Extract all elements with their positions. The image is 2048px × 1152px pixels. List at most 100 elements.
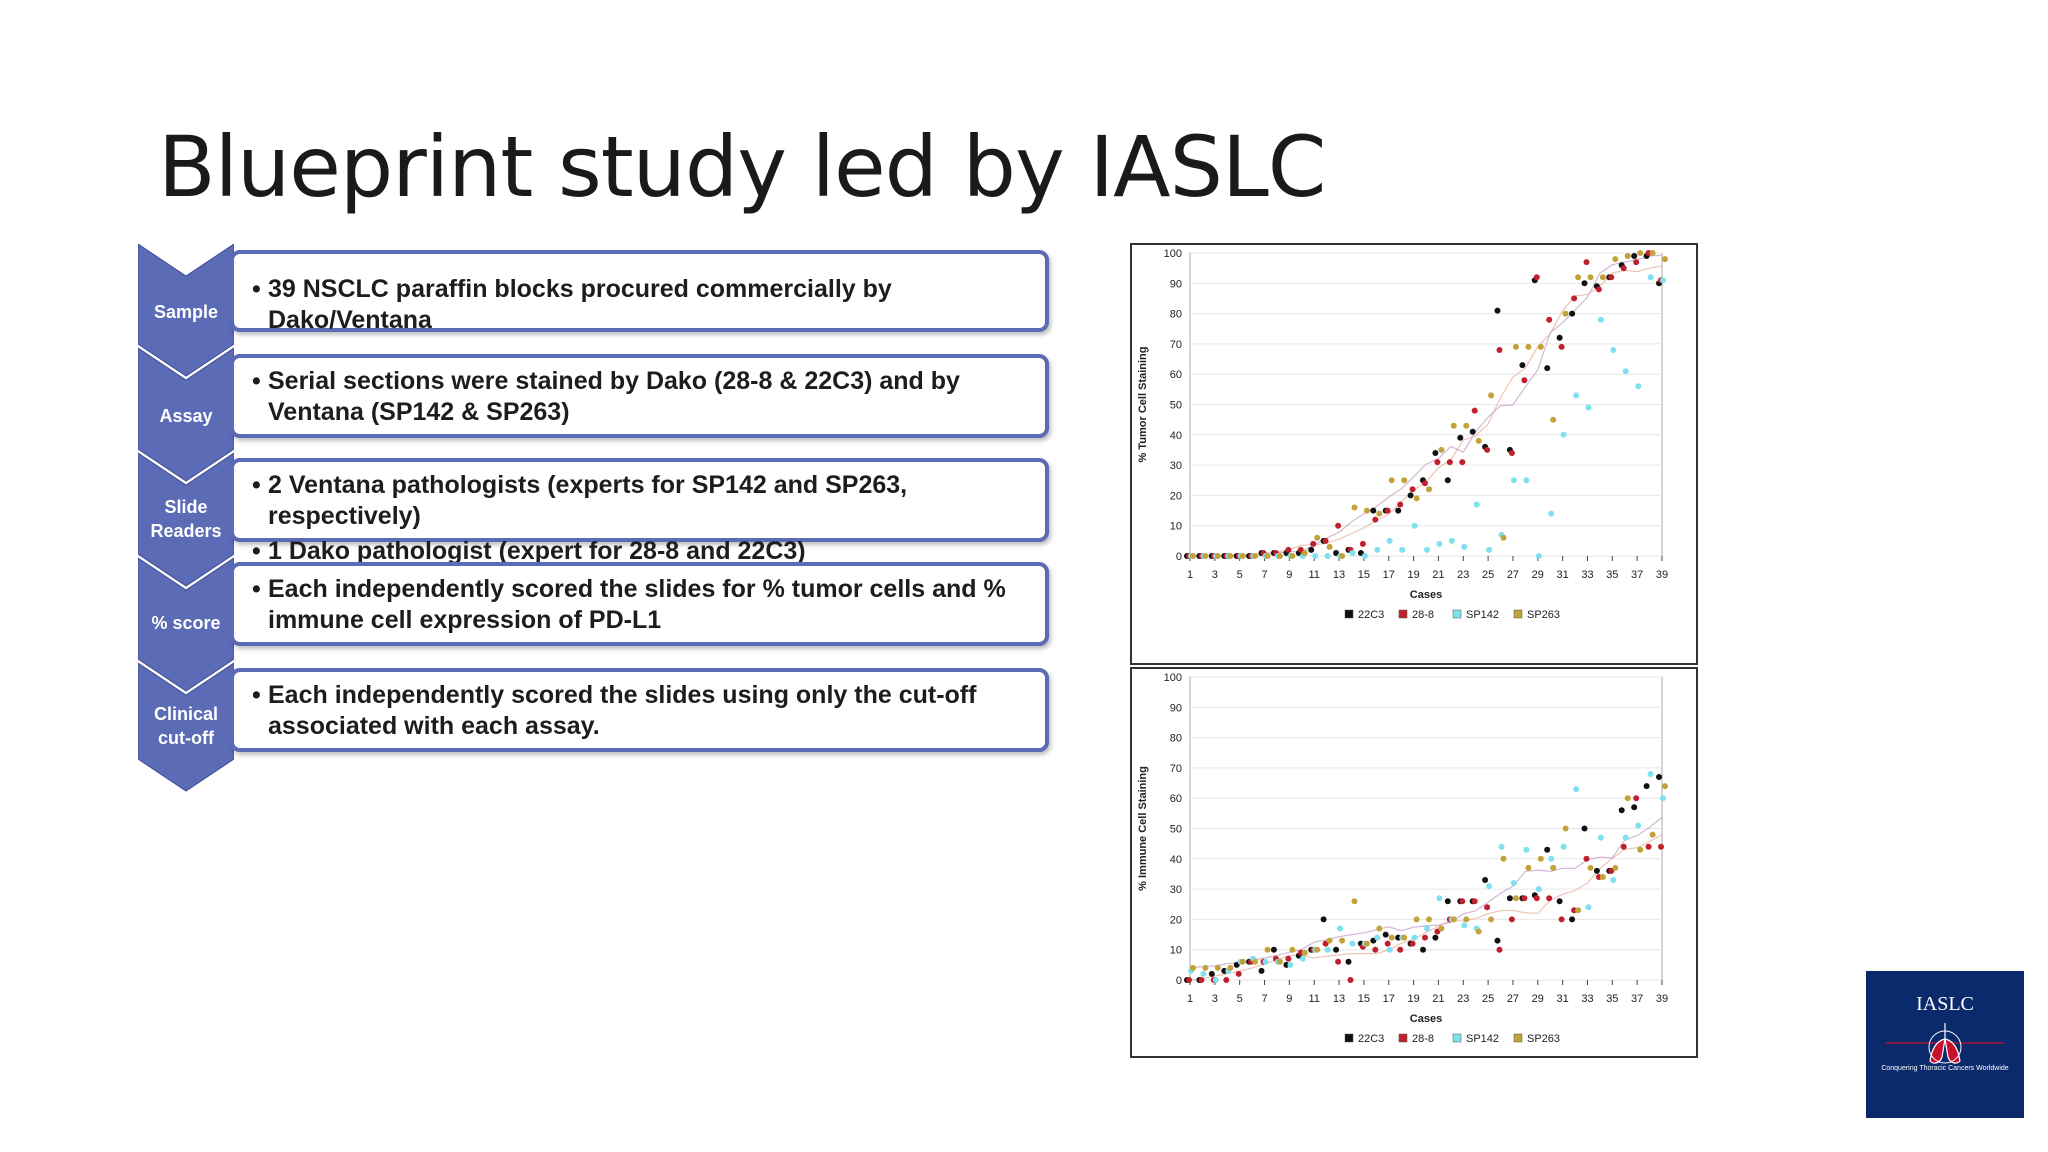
tumor-x-tick-label: 7 <box>1261 569 1267 581</box>
immune-point-28-8 <box>1658 843 1664 850</box>
immune-point-28-8 <box>1484 904 1491 911</box>
tumor-point-28-8 <box>1434 459 1441 466</box>
tumor-x-tick-label: 31 <box>1557 569 1569 581</box>
tumor-cell-chart: 0 10 20 30 40 50 60 70 80 90 100 1 3 5 7 9 11 13 15 17 19 21 2… <box>1130 243 1698 665</box>
tumor-point-28-8 <box>1484 446 1491 453</box>
immune-point-28-8 <box>1347 977 1354 983</box>
immune-point-sp142 <box>1324 946 1331 953</box>
immune-point-28-8 <box>1508 916 1515 923</box>
tumor-point-sp263 <box>1339 553 1346 559</box>
immune-point-sp263 <box>1363 940 1370 947</box>
tumor-point-22c3 <box>1519 362 1526 369</box>
tumor-legend-label: 22C3 <box>1358 609 1384 621</box>
tumor-point-28-8 <box>1359 540 1366 547</box>
immune-point-sp263 <box>1450 916 1457 923</box>
tumor-point-28-8 <box>1521 377 1528 384</box>
immune-point-sp142 <box>1374 934 1381 941</box>
immune-point-28-8 <box>1645 843 1652 850</box>
immune-point-22c3 <box>1544 846 1551 853</box>
immune-point-28-8 <box>1384 940 1391 947</box>
immune-point-28-8 <box>1422 934 1428 941</box>
tumor-point-28-8 <box>1310 540 1317 547</box>
chevron-arrow <box>138 244 234 792</box>
tumor-point-22c3 <box>1469 428 1476 435</box>
step-text: Each independently scored the slides for… <box>252 574 1008 636</box>
immune-x-tick-label: 17 <box>1383 993 1395 1005</box>
step-label-slide-readers: Slide Readers <box>138 495 234 543</box>
tumor-point-28-8 <box>1335 522 1342 529</box>
step-box-sample: 39 NSCLC paraffin blocks procured commer… <box>230 250 1049 334</box>
tumor-point-22c3 <box>1581 280 1588 287</box>
tumor-y-tick-label: 70 <box>1170 339 1182 351</box>
immune-legend-swatch <box>1344 1033 1354 1043</box>
tumor-point-sp263 <box>1264 553 1271 559</box>
immune-point-28-8 <box>1397 946 1404 953</box>
tumor-point-sp263 <box>1662 256 1668 263</box>
tumor-point-sp263 <box>1475 437 1482 444</box>
immune-point-28-8 <box>1533 895 1540 902</box>
immune-y-tick-label: 60 <box>1170 793 1182 805</box>
tumor-point-sp142 <box>1647 274 1654 281</box>
immune-point-sp263 <box>1438 925 1445 932</box>
immune-x-tick-label: 23 <box>1457 993 1469 1005</box>
immune-point-28-8 <box>1186 977 1192 983</box>
step-label-line: Assay <box>159 406 213 426</box>
immune-x-tick-label: 25 <box>1482 993 1494 1005</box>
immune-legend-swatch <box>1398 1033 1408 1043</box>
tumor-point-sp263 <box>1512 343 1519 350</box>
tumor-y-axis-label: % Tumor Cell Staining <box>1137 347 1149 463</box>
tumor-point-28-8 <box>1384 507 1391 514</box>
immune-y-tick-label: 30 <box>1170 884 1182 896</box>
immune-point-22c3 <box>1270 946 1277 953</box>
tumor-point-sp142 <box>1486 546 1493 553</box>
immune-point-22c3 <box>1345 958 1352 965</box>
tumor-point-28-8 <box>1558 343 1565 350</box>
immune-point-sp263 <box>1488 916 1495 923</box>
tumor-point-22c3 <box>1569 310 1576 317</box>
tumor-point-28-8 <box>1496 347 1503 353</box>
tumor-point-sp263 <box>1190 553 1196 559</box>
immune-legend-swatch <box>1452 1033 1462 1043</box>
immune-legend-label: 28-8 <box>1412 1033 1434 1045</box>
immune-point-sp263 <box>1388 934 1395 941</box>
immune-point-sp142 <box>1585 904 1592 911</box>
tumor-point-sp142 <box>1635 383 1642 390</box>
tumor-point-sp263 <box>1562 310 1569 317</box>
immune-point-28-8 <box>1521 895 1528 902</box>
tumor-point-sp142 <box>1473 501 1480 508</box>
tumor-x-tick-label: 13 <box>1333 569 1345 581</box>
immune-legend-swatch <box>1513 1033 1523 1043</box>
immune-point-22c3 <box>1482 877 1489 883</box>
immune-point-22c3 <box>1593 867 1600 874</box>
tumor-point-22c3 <box>1407 492 1414 499</box>
immune-point-sp263 <box>1401 934 1408 941</box>
tumor-point-sp263 <box>1413 495 1420 502</box>
tumor-point-22c3 <box>1308 546 1315 553</box>
tumor-point-sp263 <box>1450 422 1457 429</box>
immune-x-axis-label: Cases <box>1410 1013 1442 1025</box>
tumor-point-sp263 <box>1314 534 1321 541</box>
tumor-x-tick-label: 35 <box>1606 569 1618 581</box>
immune-point-sp142 <box>1610 877 1617 883</box>
tumor-point-28-8 <box>1397 501 1404 508</box>
immune-point-sp263 <box>1587 864 1594 871</box>
step-text: Each independently scored the slides usi… <box>252 680 1008 742</box>
immune-point-sp142 <box>1635 822 1642 829</box>
immune-point-sp263 <box>1276 958 1283 965</box>
immune-point-sp263 <box>1264 946 1271 953</box>
immune-point-sp263 <box>1351 898 1358 905</box>
immune-point-22c3 <box>1631 804 1638 811</box>
tumor-point-sp142 <box>1411 522 1418 529</box>
logo-wordmark: IASLC <box>1916 993 1974 1015</box>
immune-point-sp142 <box>1560 843 1567 850</box>
immune-y-tick-label: 70 <box>1170 763 1182 775</box>
immune-point-sp263 <box>1301 949 1308 956</box>
tumor-point-sp142 <box>1510 477 1517 484</box>
immune-point-sp142 <box>1535 886 1542 893</box>
immune-point-22c3 <box>1556 898 1563 905</box>
tumor-legend-swatch <box>1344 609 1354 619</box>
step-label-score: % score <box>138 611 234 635</box>
tumor-point-sp142 <box>1436 540 1443 547</box>
immune-x-tick-label: 13 <box>1333 993 1345 1005</box>
immune-x-tick-label: 31 <box>1557 993 1569 1005</box>
